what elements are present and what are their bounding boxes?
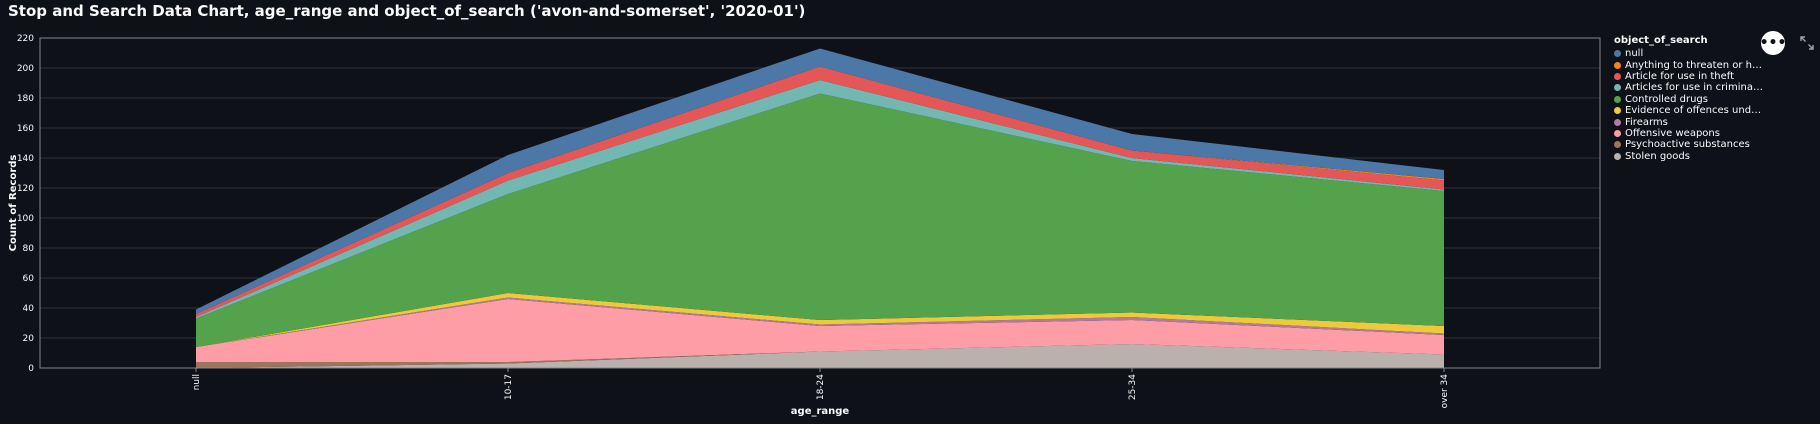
legend-swatch bbox=[1614, 152, 1621, 160]
y-tick-label: 120 bbox=[17, 184, 34, 194]
y-tick-label: 20 bbox=[23, 334, 35, 344]
y-tick-labels: 0 20 40 60 80 100 120 140 160 180 200 220 bbox=[17, 34, 34, 374]
x-tick-label: 18-24 bbox=[816, 374, 826, 400]
more-horizontal-icon: ••• bbox=[1759, 35, 1787, 51]
x-tick-label: null bbox=[192, 374, 202, 390]
legend-item[interactable]: Offensive weapons bbox=[1614, 128, 1764, 139]
legend-swatch bbox=[1614, 61, 1621, 69]
legend-swatch bbox=[1614, 118, 1621, 126]
legend-item[interactable]: Stolen goods bbox=[1614, 151, 1764, 162]
legend-label: null bbox=[1625, 48, 1644, 60]
y-tick-label: 0 bbox=[28, 364, 34, 374]
legend-item[interactable]: Evidence of offences under th... bbox=[1614, 105, 1764, 116]
legend-swatch bbox=[1614, 95, 1621, 103]
y-tick-label: 60 bbox=[23, 274, 35, 284]
area-series-controlled-drugs[interactable] bbox=[196, 93, 1444, 348]
legend-label: Evidence of offences under th... bbox=[1625, 105, 1764, 117]
legend-label: Anything to threaten or harm ... bbox=[1625, 59, 1764, 71]
more-options-button[interactable]: ••• bbox=[1759, 31, 1787, 55]
legend-swatch bbox=[1614, 50, 1621, 58]
y-tick-label: 140 bbox=[17, 154, 34, 164]
x-tick-label: 25-34 bbox=[1128, 374, 1138, 400]
x-tick-label: over 34 bbox=[1440, 374, 1450, 409]
legend-label: Psychoactive substances bbox=[1625, 139, 1750, 151]
legend-item[interactable]: Article for use in theft bbox=[1614, 71, 1764, 82]
fullscreen-button[interactable] bbox=[1794, 30, 1820, 56]
legend-label: Firearms bbox=[1625, 116, 1668, 128]
y-tick-label: 40 bbox=[23, 304, 35, 314]
y-axis-title: Count of Records bbox=[8, 155, 19, 252]
legend-label: Article for use in theft bbox=[1625, 70, 1735, 82]
legend-title: object_of_search bbox=[1614, 35, 1708, 46]
y-tick-label: 100 bbox=[17, 214, 34, 224]
legend-label: Controlled drugs bbox=[1625, 93, 1708, 105]
legend-item[interactable]: Controlled drugs bbox=[1614, 94, 1764, 105]
y-tick-label: 180 bbox=[17, 94, 34, 104]
y-tick-label: 80 bbox=[23, 244, 35, 254]
legend-swatch bbox=[1614, 72, 1621, 80]
legend-item[interactable]: null bbox=[1614, 48, 1764, 59]
x-tick-labels: null 10-17 18-24 25-34 over 34 bbox=[192, 368, 1450, 408]
legend-item[interactable]: Articles for use in criminal da... bbox=[1614, 82, 1764, 93]
y-tick-label: 200 bbox=[17, 64, 34, 74]
legend-swatch bbox=[1614, 129, 1621, 137]
area-series-stolen-goods[interactable] bbox=[196, 344, 1444, 368]
legend-item[interactable]: Anything to threaten or harm ... bbox=[1614, 59, 1764, 71]
legend-swatch bbox=[1614, 84, 1621, 92]
chart-title: Stop and Search Data Chart, age_range an… bbox=[8, 2, 806, 20]
expand-icon bbox=[1800, 36, 1814, 50]
x-axis-title: age_range bbox=[791, 406, 850, 417]
legend-swatch bbox=[1614, 107, 1621, 115]
legend-item[interactable]: Psychoactive substances bbox=[1614, 139, 1764, 150]
y-tick-label: 220 bbox=[17, 34, 34, 44]
legend-label: Articles for use in criminal da... bbox=[1625, 82, 1764, 94]
legend: object_of_search null Anything to threate… bbox=[1614, 35, 1764, 162]
area-series-offensive-weapons[interactable] bbox=[196, 299, 1444, 362]
area-series bbox=[196, 48, 1444, 368]
legend-label: Stolen goods bbox=[1625, 150, 1690, 162]
area-series-firearms[interactable] bbox=[196, 297, 1444, 348]
legend-swatch bbox=[1614, 141, 1621, 149]
y-tick-label: 160 bbox=[17, 124, 34, 134]
x-tick-label: 10-17 bbox=[504, 374, 514, 400]
legend-item[interactable]: Firearms bbox=[1614, 116, 1764, 128]
legend-label: Offensive weapons bbox=[1625, 127, 1720, 139]
